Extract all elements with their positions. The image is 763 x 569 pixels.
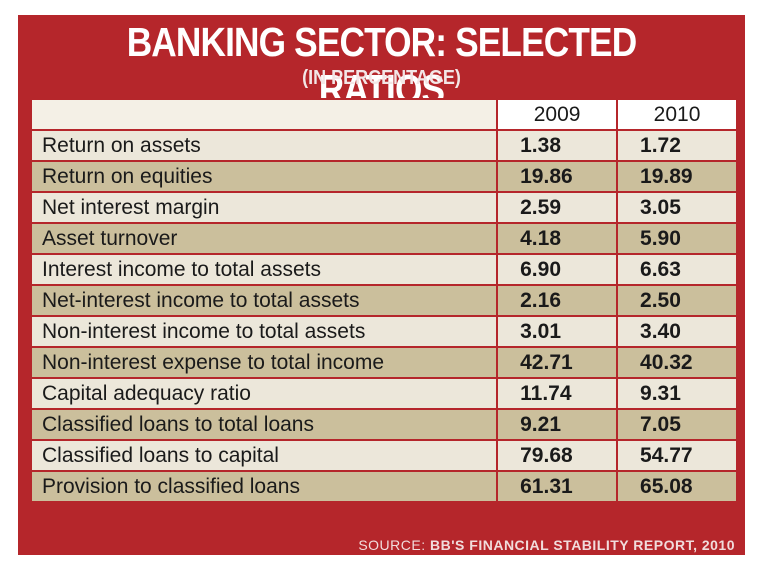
table-row: Asset turnover 4.18 5.90 <box>29 222 738 255</box>
value-cell: 4.18 <box>496 222 619 255</box>
value-cell: 2.16 <box>496 284 619 317</box>
table-row: Return on equities 19.86 19.89 <box>29 160 738 193</box>
source-label: SOURCE: <box>358 537 426 553</box>
value-cell: 42.71 <box>496 346 619 379</box>
table-row: Net-interest income to total assets 2.16 2… <box>29 284 738 317</box>
column-header: 2009 <box>496 98 619 131</box>
value-cell: 1.72 <box>616 129 738 162</box>
value-cell: 6.90 <box>496 253 619 286</box>
value-cell: 3.05 <box>616 191 738 224</box>
row-label: Net interest margin <box>29 191 499 224</box>
table-body: Return on assets 1.38 1.72 Return on equiti… <box>29 129 738 503</box>
header-cell <box>29 98 499 131</box>
value-cell: 6.63 <box>616 253 738 286</box>
value-cell: 5.90 <box>616 222 738 255</box>
value-cell: 3.40 <box>616 315 738 348</box>
column-header: 2010 <box>616 98 738 131</box>
row-label: Non-interest expense to total income <box>29 346 499 379</box>
row-label: Return on assets <box>29 129 499 162</box>
row-label: Capital adequacy ratio <box>29 377 499 410</box>
source-text: BB'S FINANCIAL STABILITY REPORT, 2010 <box>430 537 735 553</box>
row-label: Classified loans to total loans <box>29 408 499 441</box>
source: SOURCE: BB'S FINANCIAL STABILITY REPORT,… <box>358 537 735 553</box>
value-cell: 2.59 <box>496 191 619 224</box>
row-label: Return on equities <box>29 160 499 193</box>
value-cell: 19.89 <box>616 160 738 193</box>
value-cell: 7.05 <box>616 408 738 441</box>
table-row: Non-interest income to total assets 3.01 3… <box>29 315 738 348</box>
header-row: 2009 2010 <box>29 98 738 131</box>
value-cell: 11.74 <box>496 377 619 410</box>
value-cell: 61.31 <box>496 470 619 503</box>
row-label: Interest income to total assets <box>29 253 499 286</box>
row-label: Asset turnover <box>29 222 499 255</box>
table-row: Capital adequacy ratio 11.74 9.31 <box>29 377 738 410</box>
table-row: Classified loans to total loans 9.21 7.05 <box>29 408 738 441</box>
value-cell: 9.21 <box>496 408 619 441</box>
row-label: Classified loans to capital <box>29 439 499 472</box>
value-cell: 79.68 <box>496 439 619 472</box>
table-row: Classified loans to capital 79.68 54.77 <box>29 439 738 472</box>
value-cell: 3.01 <box>496 315 619 348</box>
value-cell: 65.08 <box>616 470 738 503</box>
value-cell: 19.86 <box>496 160 619 193</box>
title: BANKING SECTOR: SELECTED RATIOS <box>126 19 637 112</box>
value-cell: 9.31 <box>616 377 738 410</box>
table-row: Net interest margin 2.59 3.05 <box>29 191 738 224</box>
value-cell: 2.50 <box>616 284 738 317</box>
row-label: Provision to classified loans <box>29 470 499 503</box>
panel: BANKING SECTOR: SELECTED RATIOS (IN PERC… <box>18 15 745 555</box>
row-label: Non-interest income to total assets <box>29 315 499 348</box>
value-cell: 54.77 <box>616 439 738 472</box>
table-row: Return on assets 1.38 1.72 <box>29 129 738 162</box>
table-row: Provision to classified loans 61.31 65.08 <box>29 470 738 503</box>
value-cell: 40.32 <box>616 346 738 379</box>
table-row: Interest income to total assets 6.90 6.63 <box>29 253 738 286</box>
ratios-table: 2009 2010 Return on assets 1.38 1.72 Return… <box>29 98 738 503</box>
table-row: Non-interest expense to total income 42.7… <box>29 346 738 379</box>
subtitle: (IN PERCENTAGE) <box>302 67 461 89</box>
row-label: Net-interest income to total assets <box>29 284 499 317</box>
value-cell: 1.38 <box>496 129 619 162</box>
